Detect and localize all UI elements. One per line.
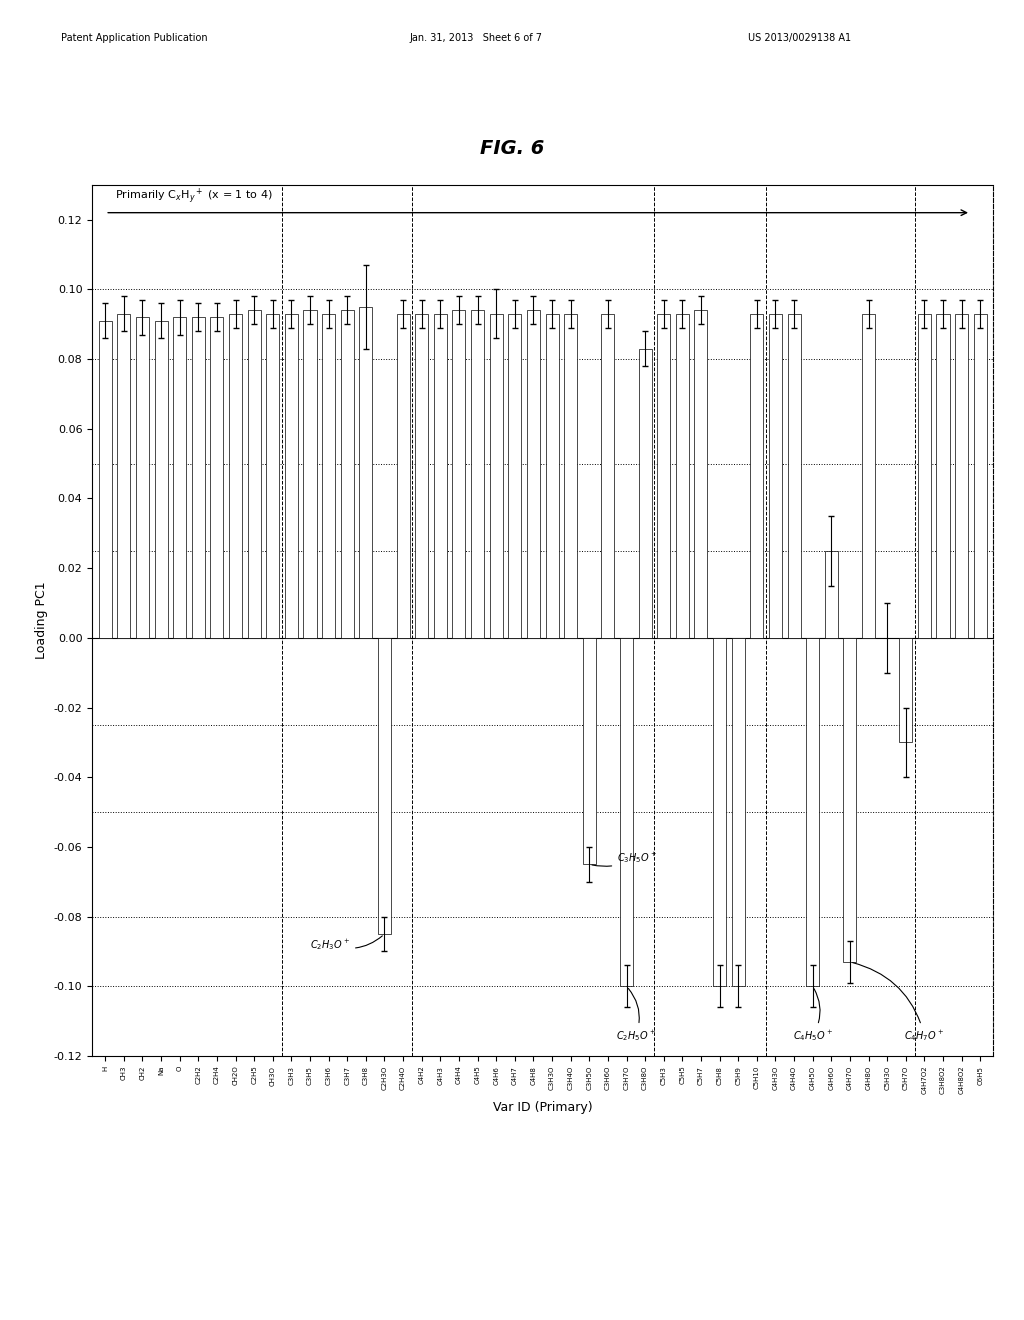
Bar [620,638,633,986]
Text: Patent Application Publication: Patent Application Publication [61,33,208,44]
Bar [210,317,223,638]
Bar [732,638,744,986]
Bar [899,638,912,742]
Bar [844,638,856,962]
Bar [601,314,614,638]
Bar [323,314,335,638]
Bar [266,314,280,638]
Bar [489,314,503,638]
Bar [527,310,540,638]
Text: Jan. 31, 2013   Sheet 6 of 7: Jan. 31, 2013 Sheet 6 of 7 [410,33,543,44]
Text: Primarily C$_x$H$_y$$^+$ (x = 1 to 4): Primarily C$_x$H$_y$$^+$ (x = 1 to 4) [115,186,272,206]
Bar [341,310,353,638]
Y-axis label: Loading PC1: Loading PC1 [35,582,48,659]
Bar [676,314,689,638]
Bar [955,314,968,638]
Bar [918,314,931,638]
Bar [471,310,484,638]
Bar [564,314,578,638]
Bar [98,321,112,638]
Bar [303,310,316,638]
Bar [639,348,651,638]
Bar [657,314,671,638]
Bar [136,317,148,638]
Bar [824,550,838,638]
Text: FIG. 6: FIG. 6 [480,139,544,157]
Text: $C_2H_5O^+$: $C_2H_5O^+$ [615,989,655,1043]
Bar [229,314,242,638]
Bar [285,314,298,638]
Bar [546,314,558,638]
Text: $C_4H_7O^+$: $C_4H_7O^+$ [853,962,944,1043]
X-axis label: Var ID (Primary): Var ID (Primary) [493,1101,593,1114]
Bar [937,314,949,638]
Bar [191,317,205,638]
Bar [713,638,726,986]
Bar [769,314,782,638]
Bar [508,314,521,638]
Bar [787,314,801,638]
Bar [694,310,708,638]
Text: $C_2H_3O^+$: $C_2H_3O^+$ [310,936,382,952]
Text: $C_4H_5O^+$: $C_4H_5O^+$ [793,989,833,1043]
Bar [862,314,876,638]
Bar [248,310,261,638]
Bar [378,638,391,935]
Bar [974,314,987,638]
Bar [583,638,596,865]
Bar [118,314,130,638]
Bar [359,306,373,638]
Text: $C_3H_5O^+$: $C_3H_5O^+$ [592,850,657,866]
Bar [751,314,763,638]
Bar [415,314,428,638]
Bar [806,638,819,986]
Bar [396,314,410,638]
Text: US 2013/0029138 A1: US 2013/0029138 A1 [748,33,851,44]
Bar [434,314,446,638]
Bar [173,317,186,638]
Bar [155,321,168,638]
Bar [453,310,466,638]
